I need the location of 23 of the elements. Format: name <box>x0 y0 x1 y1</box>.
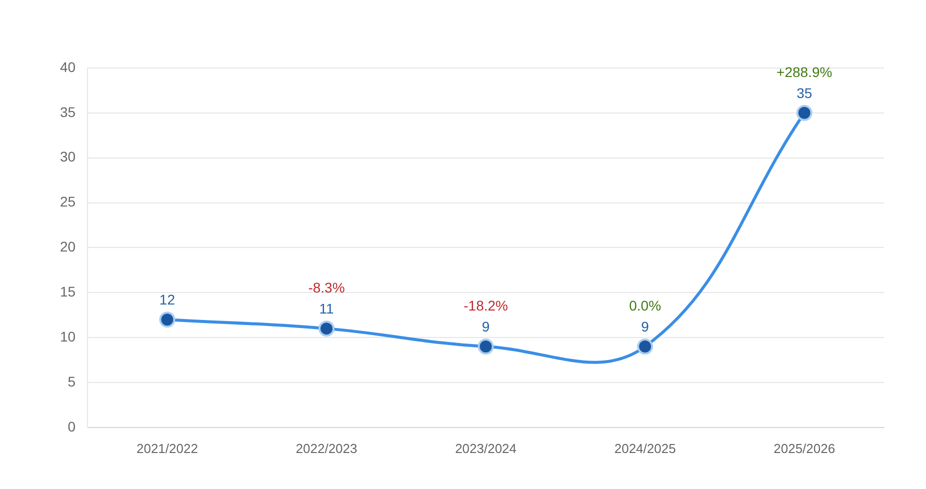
y-tick-label: 20 <box>60 238 76 255</box>
x-tick-label: 2022/2023 <box>296 440 358 456</box>
annotation: +288.9% <box>776 64 832 80</box>
y-tick-label: 10 <box>60 328 76 344</box>
y-tick-label: 25 <box>60 194 76 210</box>
y-tick-label: 15 <box>60 283 76 300</box>
y-tick-label: 40 <box>60 58 76 75</box>
x-tick-label: 2021/2022 <box>136 440 198 456</box>
y-tick-label: 0 <box>68 418 76 434</box>
annotation: 0.0% <box>629 297 662 314</box>
y-tick-label: 5 <box>68 373 76 390</box>
data-label: 9 <box>482 318 490 334</box>
x-tick-label: 2023/2024 <box>455 440 517 456</box>
annotation: -18.2% <box>464 297 508 314</box>
x-tick-label: 2024/2025 <box>614 440 676 456</box>
data-label: 11 <box>319 300 334 316</box>
annotation: -8.3% <box>308 279 345 296</box>
data-label: 9 <box>641 318 650 334</box>
y-tick-label: 35 <box>60 104 76 120</box>
data-label: 35 <box>796 84 812 101</box>
x-tick-label: 2025/2026 <box>774 440 836 456</box>
data-label: 12 <box>159 291 176 308</box>
y-tick-label: 30 <box>60 148 76 165</box>
